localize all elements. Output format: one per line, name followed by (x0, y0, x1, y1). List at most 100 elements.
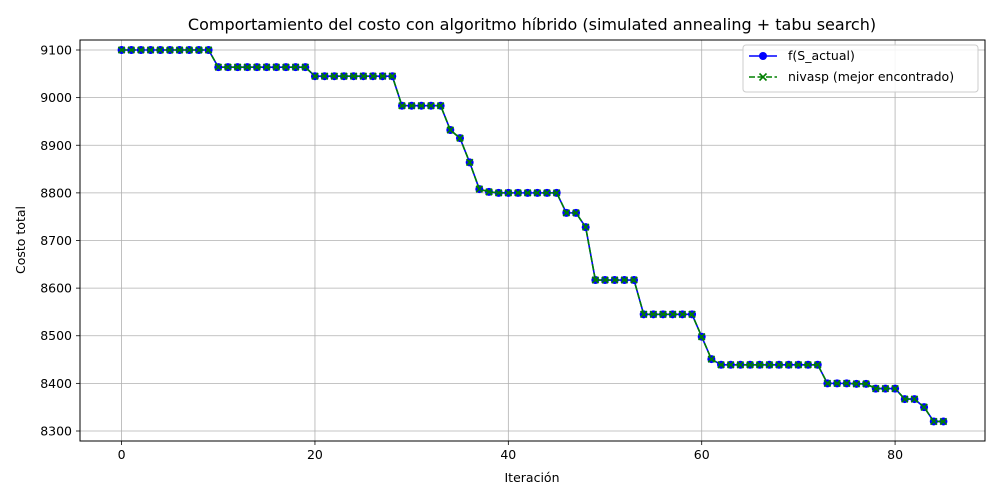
data-point-stroke (388, 72, 397, 80)
data-point-stroke (224, 63, 232, 71)
data-point (852, 380, 861, 388)
data-point-stroke (523, 189, 532, 197)
data-point-stroke (320, 72, 329, 80)
data-point (282, 63, 290, 71)
data-point (398, 101, 406, 110)
data-point (688, 310, 696, 319)
data-point (668, 310, 677, 319)
y-tick-label: 8800 (40, 185, 72, 200)
legend-marker-f-s-actual (759, 52, 767, 60)
data-point (320, 72, 329, 80)
series-line-nivasp (121, 49, 944, 423)
data-point-stroke (813, 361, 822, 369)
data-point (340, 72, 348, 80)
data-point (900, 395, 909, 403)
data-point (146, 46, 155, 54)
data-point (784, 361, 793, 369)
data-point (581, 223, 590, 231)
data-point-stroke (282, 63, 290, 71)
data-point (224, 63, 232, 71)
data-point (214, 63, 223, 71)
data-point-stroke (755, 361, 764, 369)
x-tick-label: 40 (500, 447, 516, 462)
data-point-stroke (784, 361, 793, 369)
legend-label-f-s-actual: f(S_actual) (788, 48, 855, 63)
data-point (929, 417, 938, 426)
data-point (233, 63, 242, 71)
data-point (543, 189, 551, 197)
data-point (272, 63, 281, 71)
data-point (137, 46, 145, 54)
data-point-stroke (456, 134, 464, 142)
data-point-stroke (359, 72, 368, 80)
plot-area (117, 46, 948, 426)
data-point (475, 185, 484, 193)
data-point-stroke (243, 63, 252, 71)
data-point (156, 46, 165, 54)
data-point (291, 63, 300, 71)
data-point (639, 310, 648, 319)
data-point (204, 46, 213, 54)
x-tick-label: 20 (307, 447, 323, 462)
data-point (717, 361, 725, 369)
data-point-stroke (272, 63, 281, 71)
data-point (794, 361, 803, 369)
legend-label-nivasp: nivasp (mejor encontrado) (788, 69, 954, 84)
data-point (523, 189, 532, 197)
data-point (262, 63, 271, 71)
series-nivasp (117, 46, 948, 426)
data-point (630, 276, 638, 284)
data-point (175, 46, 184, 54)
y-tick-label: 9000 (40, 90, 72, 105)
data-point-stroke (427, 101, 435, 110)
data-point-stroke (137, 46, 145, 54)
data-point-stroke (146, 46, 155, 54)
y-tick-label: 8900 (40, 138, 72, 153)
data-point-stroke (185, 46, 194, 54)
data-point-stroke (398, 101, 406, 110)
data-point (620, 276, 629, 284)
data-point (659, 310, 667, 319)
y-tick-label: 8300 (40, 423, 72, 438)
data-point (697, 332, 706, 341)
data-point (833, 379, 841, 388)
axis-ticks: 0 20 40 60 80 8300 8400 8500 8600 8700 8800 8900 900… (40, 43, 903, 462)
data-point (591, 276, 600, 284)
data-point (552, 189, 561, 197)
data-point-stroke (649, 310, 658, 319)
data-point-stroke (920, 403, 928, 411)
series-group (117, 46, 948, 426)
data-point-stroke (746, 361, 754, 369)
y-tick-label: 8400 (40, 376, 72, 391)
y-tick-label: 9100 (40, 43, 72, 58)
chart-title: Comportamiento del costo con algoritmo h… (188, 15, 876, 34)
data-point (871, 384, 880, 393)
data-point (649, 310, 658, 319)
data-point (117, 46, 126, 54)
data-point-stroke (156, 46, 165, 54)
data-point-stroke (842, 379, 851, 388)
data-point (301, 63, 310, 71)
data-point-stroke (407, 101, 416, 110)
y-tick-label: 8600 (40, 281, 72, 296)
data-point (804, 361, 812, 369)
data-point-stroke (572, 209, 580, 217)
data-point (765, 361, 774, 369)
data-point (427, 101, 435, 110)
data-point-stroke (475, 185, 484, 193)
data-point-stroke (514, 189, 522, 197)
data-point (253, 63, 261, 71)
data-point (514, 189, 522, 197)
data-point-stroke (369, 72, 377, 80)
data-point-stroke (939, 417, 948, 426)
data-point (359, 72, 368, 80)
data-point-stroke (117, 46, 126, 54)
data-point-stroke (717, 361, 725, 369)
data-point-stroke (301, 63, 310, 71)
data-point (349, 72, 358, 80)
data-point (755, 361, 764, 369)
data-point (504, 189, 513, 197)
data-point-stroke (765, 361, 774, 369)
data-point-stroke (900, 395, 909, 403)
data-point-stroke (127, 46, 136, 54)
